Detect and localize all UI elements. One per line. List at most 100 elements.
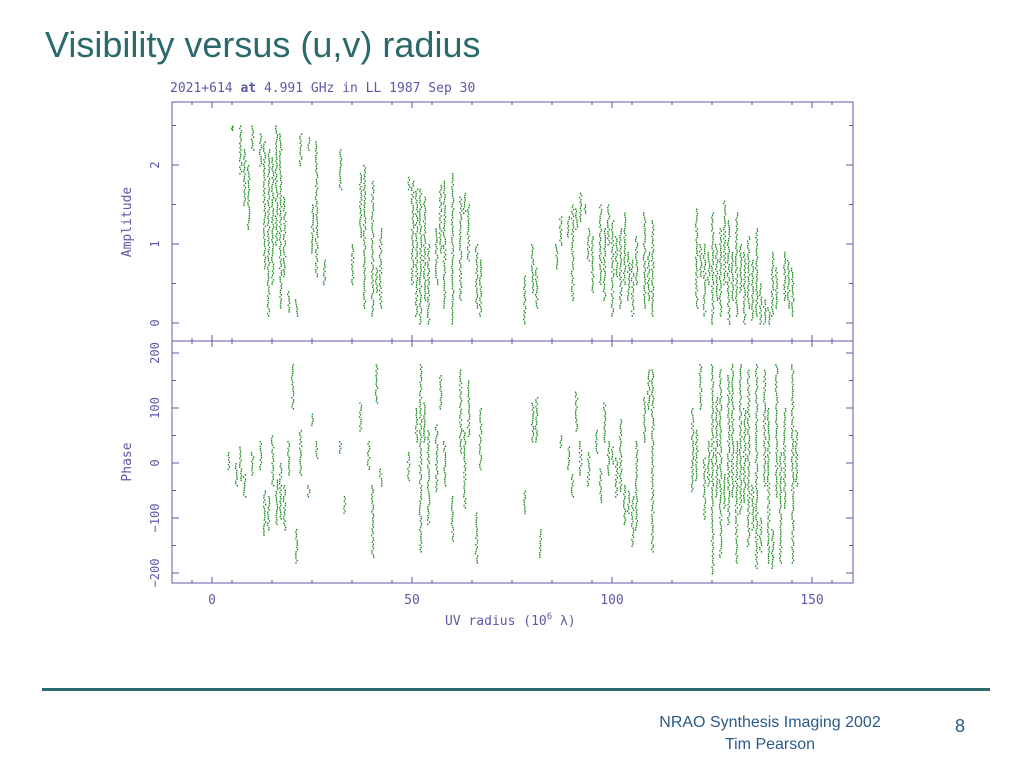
amplitude-point — [415, 222, 418, 224]
amplitude-point — [339, 177, 342, 180]
amplitude-point — [612, 255, 614, 258]
amplitude-point — [299, 142, 301, 144]
phase-point — [240, 470, 242, 473]
amplitude-point — [704, 250, 706, 253]
amplitude-point — [444, 296, 446, 298]
amplitude-point — [439, 228, 441, 230]
amplitude-point — [743, 309, 745, 312]
phase-point — [440, 397, 442, 399]
amplitude-point — [736, 243, 738, 245]
amplitude-point — [280, 210, 282, 212]
amplitude-point — [592, 251, 594, 254]
phase-point — [445, 460, 447, 463]
amplitude-point — [264, 225, 267, 228]
amplitude-point — [715, 263, 717, 266]
phase-point — [436, 488, 438, 490]
amplitude-point — [363, 165, 365, 167]
amplitude-point — [443, 218, 445, 221]
amplitude-point — [571, 275, 573, 277]
amplitude-point — [364, 248, 366, 250]
amplitude-point — [767, 309, 769, 312]
amplitude-point — [259, 153, 261, 156]
amplitude-track — [743, 251, 747, 325]
phase-point — [369, 447, 371, 450]
amplitude-point — [300, 140, 302, 142]
phase-point — [651, 516, 653, 518]
phase-point — [480, 432, 483, 435]
phase-point — [731, 381, 733, 384]
phase-point — [572, 480, 575, 483]
phase-point — [728, 401, 730, 403]
amplitude-point — [727, 318, 729, 321]
phase-point — [652, 478, 654, 481]
phase-point — [703, 509, 705, 511]
amplitude-point — [276, 136, 278, 139]
phase-point — [636, 509, 638, 511]
amplitude-point — [480, 295, 482, 297]
amplitude-point — [476, 263, 478, 266]
amplitude-point — [452, 312, 454, 314]
phase-point — [415, 416, 418, 419]
amplitude-point — [312, 204, 314, 207]
phase-point — [283, 487, 285, 489]
amplitude-point — [411, 187, 413, 189]
amplitude-point — [755, 310, 757, 313]
phase-point — [747, 389, 749, 391]
amplitude-point — [279, 140, 281, 142]
amplitude-point — [711, 320, 713, 323]
phase-point — [531, 438, 533, 441]
amplitude-point — [649, 269, 651, 271]
amplitude-point — [560, 241, 563, 244]
amplitude-point — [643, 285, 645, 287]
amplitude-point — [244, 166, 246, 169]
amplitude-point — [648, 279, 650, 282]
amplitude-point — [728, 246, 730, 249]
amplitude-point — [772, 286, 774, 289]
amplitude-point — [420, 320, 422, 323]
amplitude-point — [740, 256, 743, 259]
phase-point — [343, 496, 346, 498]
phase-point — [380, 473, 382, 475]
amplitude-point — [604, 234, 606, 237]
amplitude-point — [419, 272, 422, 274]
phase-point — [360, 423, 362, 425]
phase-point — [651, 520, 654, 522]
amplitude-point — [428, 259, 430, 261]
phase-point — [644, 430, 646, 432]
amplitude-point — [599, 239, 602, 242]
phase-point — [716, 443, 718, 445]
amplitude-point — [363, 280, 365, 283]
phase-point — [479, 448, 481, 450]
amplitude-point — [460, 231, 462, 234]
phase-point — [701, 390, 703, 392]
phase-point — [727, 486, 729, 488]
amplitude-point — [775, 276, 777, 279]
phase-point — [719, 376, 721, 378]
amplitude-track — [623, 212, 627, 286]
phase-point — [699, 401, 701, 403]
phase-point — [428, 473, 430, 476]
phase-point — [651, 459, 654, 461]
amplitude-point — [307, 146, 309, 149]
amplitude-point — [264, 256, 267, 259]
amplitude-point — [264, 152, 266, 154]
phase-point — [711, 491, 713, 494]
amplitude-point — [723, 202, 725, 205]
phase-point — [575, 400, 577, 402]
phase-point — [696, 472, 698, 475]
amplitude-point — [755, 232, 757, 235]
phase-track — [343, 496, 347, 515]
phase-point — [228, 456, 230, 459]
phase-point — [720, 543, 723, 545]
amplitude-point — [652, 264, 654, 266]
amplitude-point — [453, 254, 455, 257]
amplitude-track — [567, 216, 570, 238]
amplitude-point — [316, 222, 319, 225]
phase-point — [539, 554, 541, 556]
phase-point — [439, 383, 441, 386]
amplitude-point — [372, 301, 375, 304]
amplitude-panel-frame — [171, 101, 854, 342]
amplitude-point — [373, 235, 375, 238]
amplitude-point — [752, 301, 754, 304]
amplitude-point — [264, 203, 266, 205]
